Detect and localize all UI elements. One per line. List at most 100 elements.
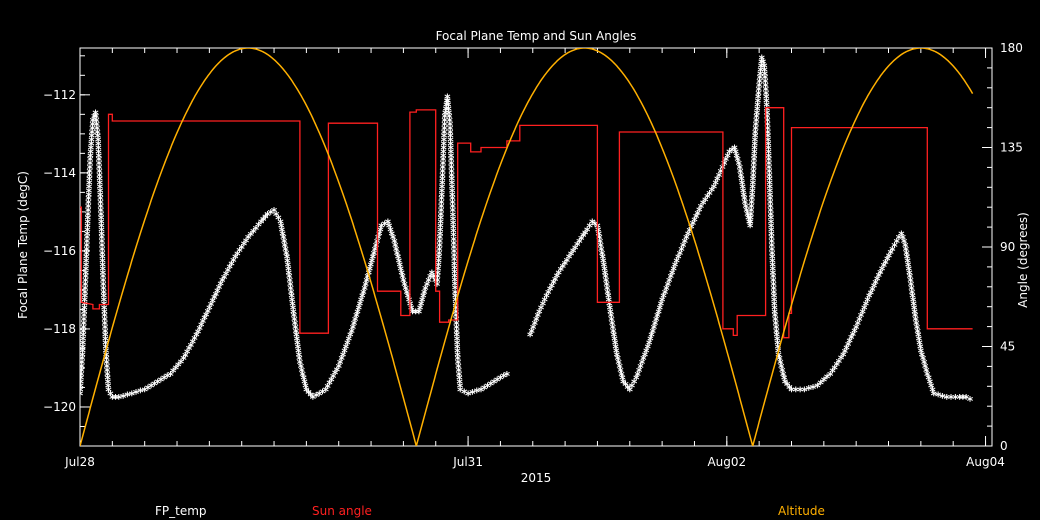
fp-temp-point: * [290, 306, 297, 320]
fp-temp-point: * [578, 233, 585, 247]
fp-temp-point: * [767, 189, 774, 203]
fp-temp-point: * [449, 181, 456, 195]
fp-temp-point: * [399, 271, 406, 285]
fp-temp-point: * [781, 373, 788, 387]
fp-temp-point: * [702, 194, 709, 208]
fp-temp-point: * [288, 287, 295, 301]
fp-temp-point: * [262, 211, 269, 225]
fp-temp-point: * [582, 227, 589, 241]
fp-temp-point: * [440, 154, 447, 168]
fp-temp-point: * [286, 271, 293, 285]
fp-temp-point: * [84, 217, 91, 231]
fp-temp-point: * [600, 256, 607, 270]
fp-temp-point: * [906, 263, 913, 277]
fp-temp-point: * [401, 279, 408, 293]
fp-temp-point: * [241, 239, 248, 253]
fp-temp-point: * [769, 236, 776, 250]
fp-temp-point: * [903, 248, 910, 262]
fp-temp-point: * [87, 154, 94, 168]
fp-temp-point: * [576, 236, 583, 250]
fp-temp-point: * [924, 369, 931, 383]
fp-temp-point: * [450, 213, 457, 227]
fp-temp-point: * [767, 201, 774, 215]
fp-temp-point: * [447, 131, 454, 145]
fp-temp-point: * [905, 260, 912, 274]
fp-temp-point: * [451, 262, 458, 276]
fp-temp-point: * [766, 162, 773, 176]
fp-temp-point: * [439, 189, 446, 203]
fp-temp-point: * [646, 338, 653, 352]
fp-temp-point: * [769, 244, 776, 258]
fp-temp-point: * [452, 279, 459, 293]
fp-temp-point: * [927, 377, 934, 391]
fp-temp-point: * [404, 287, 411, 301]
fp-temp-point: * [440, 166, 447, 180]
fp-temp-point: * [547, 284, 554, 298]
fp-temp-point: * [99, 244, 106, 258]
fp-temp-point: * [764, 115, 771, 129]
fp-temp-point: * [455, 361, 462, 375]
fp-temp-point: * [587, 220, 594, 234]
fp-temp-point: * [104, 357, 111, 371]
fp-temp-point: * [776, 353, 783, 367]
fp-temp-point: * [711, 181, 718, 195]
fp-temp-point: * [277, 217, 284, 231]
fp-temp-point: * [98, 228, 105, 242]
fp-temp-point: * [337, 357, 344, 371]
fp-temp-point: * [639, 357, 646, 371]
fp-temp-point: * [377, 224, 384, 238]
fp-temp-point: * [921, 357, 928, 371]
fp-temp-point: * [453, 310, 460, 324]
fp-temp-point: * [295, 341, 302, 355]
fp-temp-point: * [440, 162, 447, 176]
fp-temp-point: * [780, 369, 787, 383]
fp-temp-point: * [97, 197, 104, 211]
fp-temp-point: * [82, 283, 89, 297]
fp-temp-point: * [913, 318, 920, 332]
fp-temp-point: * [434, 279, 441, 293]
fp-temp-point: * [906, 267, 913, 281]
fp-temp-point: * [228, 258, 235, 272]
fp-temp-point: * [99, 248, 106, 262]
fp-temp-point: * [450, 226, 457, 240]
fp-temp-point: * [650, 326, 657, 340]
fp-temp-point: * [645, 341, 652, 355]
fp-temp-point: * [378, 220, 385, 234]
fp-temp-point: * [405, 291, 412, 305]
fp-temp-point: * [754, 107, 761, 121]
fp-temp-point: * [608, 314, 615, 328]
fp-temp-point: * [749, 193, 756, 207]
fp-temp-point: * [81, 318, 88, 332]
fp-temp-point: * [756, 76, 763, 90]
fp-temp-point: * [765, 142, 772, 156]
fp-temp-point: * [452, 291, 459, 305]
fp-temp-point: * [89, 123, 96, 137]
fp-temp-point: * [674, 256, 681, 270]
fp-temp-point: * [716, 170, 723, 184]
fp-temp-point: * [757, 68, 764, 82]
fp-temp-point: * [928, 380, 935, 394]
fp-temp-point: * [340, 349, 347, 363]
fp-temp-point: * [766, 174, 773, 188]
fp-temp-point: * [90, 119, 97, 133]
fp-temp-point: * [680, 240, 687, 254]
fp-temp-point: * [540, 299, 547, 313]
fp-temp-point: * [230, 255, 237, 269]
fp-temp-point: * [285, 263, 292, 277]
fp-temp-point: * [536, 306, 543, 320]
fp-temp-point: * [448, 150, 455, 164]
fp-temp-point: * [914, 322, 921, 336]
fp-temp-point: * [447, 127, 454, 141]
fp-temp-point: * [98, 224, 105, 238]
fp-temp-point: * [695, 208, 702, 222]
fp-temp-point: * [439, 178, 446, 192]
fp-temp-point: * [195, 326, 202, 340]
fp-temp-point: * [759, 53, 766, 67]
fp-temp-point: * [376, 228, 383, 242]
fp-temp-point: * [845, 339, 852, 353]
fp-temp-point: * [438, 209, 445, 223]
fp-temp-point: * [79, 349, 86, 363]
fp-temp-point: * [465, 388, 472, 402]
fp-temp-point: * [922, 361, 929, 375]
